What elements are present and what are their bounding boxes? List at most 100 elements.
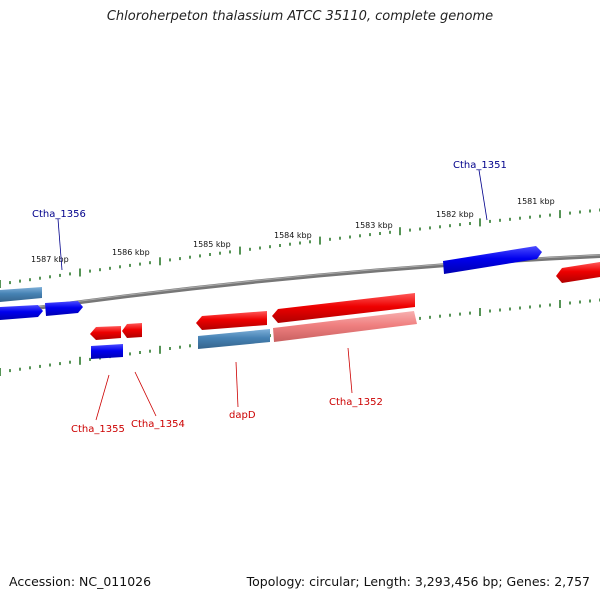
kbp-label-1582: 1582 kbp	[436, 210, 474, 219]
gene-arrow-forward[interactable]	[0, 305, 43, 320]
minor-tick	[579, 300, 581, 304]
minor-tick	[9, 281, 11, 285]
minor-tick	[329, 237, 331, 241]
minor-tick	[489, 309, 491, 313]
gene-arrow-ctha-1351[interactable]	[443, 246, 542, 274]
minor-tick	[389, 230, 391, 234]
minor-tick	[339, 236, 341, 240]
genome-backbone-highlight	[0, 254, 600, 313]
genome-summary-text: Topology: circular; Length: 3,293,456 bp…	[246, 574, 590, 589]
gene-label-ctha-1351[interactable]: Ctha_1351	[453, 160, 507, 171]
minor-tick	[469, 311, 471, 315]
accession-text: Accession: NC_011026	[9, 574, 152, 589]
minor-tick	[189, 344, 191, 348]
minor-tick	[589, 209, 591, 213]
minor-tick	[229, 250, 231, 254]
minor-tick	[419, 316, 421, 320]
gene-arrow-forward[interactable]	[0, 287, 42, 302]
minor-tick	[19, 367, 21, 371]
minor-tick	[519, 216, 521, 220]
forward-genes	[0, 246, 542, 320]
kbp-label-1583: 1583 kbp	[355, 221, 393, 230]
minor-tick	[589, 299, 591, 303]
gene-label-ctha-1354[interactable]: Ctha_1354	[131, 419, 185, 430]
label-leaders	[57, 169, 488, 421]
gene-arrow-dapd[interactable]	[196, 311, 267, 330]
minor-tick	[309, 240, 311, 244]
minor-tick	[139, 351, 141, 354]
major-tick	[0, 368, 1, 376]
minor-tick	[429, 226, 431, 230]
minor-tick	[29, 278, 31, 282]
gene-arrow-ctha-1354[interactable]	[122, 323, 142, 338]
minor-tick	[169, 258, 171, 262]
minor-tick	[499, 218, 501, 222]
minor-tick	[379, 232, 381, 235]
major-tick	[559, 210, 561, 219]
gene-label-ctha-1355[interactable]: Ctha_1355	[71, 424, 125, 435]
gene-arrow-ctha-1355[interactable]	[90, 326, 121, 340]
gene-arrow-pink-lower[interactable]	[273, 311, 417, 342]
major-tick	[479, 218, 481, 227]
minor-tick	[459, 312, 461, 316]
minor-tick	[419, 227, 421, 231]
minor-tick	[69, 360, 71, 364]
minor-tick	[39, 364, 41, 368]
minor-tick	[529, 215, 531, 219]
major-tick	[239, 246, 241, 255]
gene-arrow-ctha-1352[interactable]	[272, 293, 415, 323]
minor-tick	[439, 225, 441, 229]
kbp-label-1587: 1587 kbp	[31, 255, 69, 264]
major-tick	[0, 280, 1, 288]
leader-dapd	[235, 361, 239, 408]
gene-label-dapd[interactable]: dapD	[229, 410, 256, 421]
gene-arrow-blue-lower[interactable]	[91, 344, 123, 359]
minor-tick	[409, 228, 411, 232]
minor-tick	[519, 306, 521, 310]
minor-tick	[579, 210, 581, 214]
minor-tick	[99, 268, 101, 272]
minor-tick	[29, 366, 31, 370]
gene-label-ctha-1356[interactable]: Ctha_1356	[32, 209, 86, 220]
gene-arrow-steel-lower[interactable]	[198, 329, 270, 349]
minor-tick	[279, 244, 281, 247]
major-tick	[79, 356, 81, 365]
kbp-label-1586: 1586 kbp	[112, 248, 150, 257]
minor-tick	[199, 254, 201, 258]
minor-tick	[429, 315, 431, 319]
minor-tick	[149, 349, 151, 353]
minor-tick	[259, 246, 261, 250]
major-tick	[479, 308, 481, 316]
minor-tick	[169, 347, 171, 350]
minor-tick	[39, 276, 41, 280]
minor-tick	[489, 219, 491, 223]
gene-arrow-forward[interactable]	[45, 301, 83, 316]
minor-tick	[269, 245, 271, 249]
minor-tick	[499, 308, 501, 312]
minor-tick	[49, 363, 51, 367]
kbp-labels: 1587 kbp 1586 kbp 1585 kbp 1584 kbp 1583…	[31, 197, 555, 264]
minor-tick	[449, 224, 451, 228]
minor-tick	[569, 301, 571, 305]
leader-ctha-1351	[478, 169, 488, 221]
ticks-upper-track	[0, 208, 600, 288]
minor-tick	[59, 273, 61, 277]
gene-arrow-right-edge[interactable]	[556, 262, 600, 283]
minor-tick	[119, 265, 121, 269]
leader-ctha-1355	[95, 374, 110, 421]
minor-tick	[289, 242, 291, 246]
minor-tick	[139, 262, 141, 266]
minor-tick	[509, 307, 511, 311]
minor-tick	[469, 222, 471, 225]
minor-tick	[449, 313, 451, 317]
minor-tick	[9, 369, 11, 373]
minor-tick	[209, 253, 211, 256]
minor-tick	[359, 234, 361, 238]
gene-label-ctha-1352[interactable]: Ctha_1352	[329, 397, 383, 408]
minor-tick	[569, 211, 571, 215]
minor-tick	[299, 241, 301, 245]
minor-tick	[249, 247, 251, 251]
minor-tick	[549, 213, 551, 217]
